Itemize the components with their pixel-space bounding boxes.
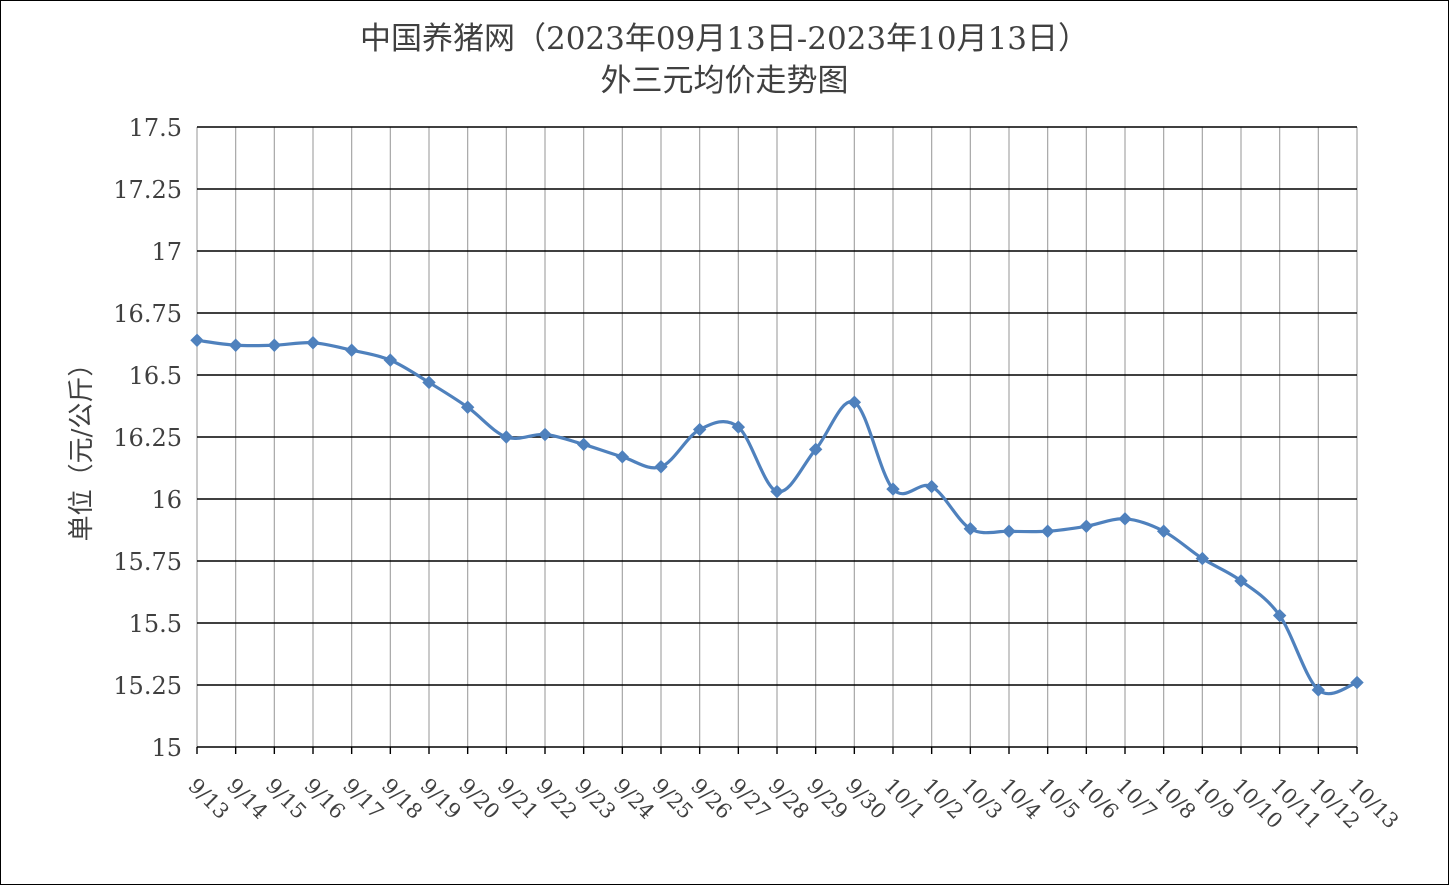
x-tick-label: 9/13	[183, 774, 233, 824]
y-tick-label: 15	[151, 734, 182, 762]
x-tick-label: 9/18	[377, 774, 427, 824]
x-tick-label: 10/7	[1111, 774, 1161, 824]
y-tick-label: 17	[151, 238, 182, 266]
y-tick-label: 15.5	[129, 610, 182, 638]
y-tick-label: 16	[151, 486, 182, 514]
data-point-marker	[460, 400, 475, 414]
x-tick-label: 9/22	[531, 774, 581, 824]
data-point-marker	[1118, 512, 1132, 526]
data-point-marker	[1079, 519, 1094, 533]
x-tick-label: 10/6	[1073, 774, 1123, 824]
x-tick-label: 10/8	[1150, 774, 1200, 824]
data-point-marker	[190, 333, 204, 347]
x-tick-label: 9/27	[725, 774, 775, 824]
data-point-marker	[847, 395, 862, 409]
data-point-marker	[1002, 524, 1016, 538]
x-tick-label: 10/5	[1034, 774, 1084, 824]
data-point-marker	[499, 430, 514, 444]
chart-title: 中国养猪网（2023年09月13日-2023年10月13日） 外三元均价走势图	[0, 18, 1449, 102]
y-tick-label: 17.25	[113, 176, 182, 204]
data-point-marker	[1311, 683, 1326, 697]
x-tick-label: 9/15	[261, 774, 311, 824]
chart-title-line2: 外三元均价走势图	[600, 63, 849, 99]
x-tick-label: 9/26	[686, 774, 736, 824]
data-point-marker	[383, 353, 398, 367]
x-tick-label: 10/4	[995, 774, 1045, 824]
y-tick-label: 15.25	[113, 672, 182, 700]
x-tick-label: 9/23	[570, 774, 620, 824]
x-tick-label: 9/21	[493, 774, 543, 824]
y-axis-label: 单位（元/公斤）	[67, 351, 97, 542]
data-point-marker	[615, 450, 630, 464]
x-tick-label: 10/3	[957, 774, 1007, 824]
x-tick-label: 9/20	[454, 774, 504, 824]
y-tick-label: 16.75	[113, 300, 182, 328]
data-point-marker	[654, 460, 668, 474]
chart-title-line1: 中国养猪网（2023年09月13日-2023年10月13日）	[359, 21, 1090, 57]
x-tick-label: 10/2	[918, 774, 968, 824]
series-price	[190, 333, 1364, 697]
x-axis-ticks: 9/139/149/159/169/179/189/199/209/219/22…	[183, 747, 1403, 833]
data-point-marker	[538, 427, 552, 442]
y-axis-ticks: 15 15.25 15.5 15.75 16 16.25 16.5 16.75 17 17.25 1…	[113, 114, 182, 762]
x-tick-label: 10/9	[1189, 774, 1239, 824]
data-point-marker	[1234, 574, 1248, 588]
data-point-marker	[886, 482, 900, 496]
data-point-marker	[731, 420, 746, 434]
x-tick-label: 9/30	[841, 774, 891, 824]
y-tick-label: 16.5	[129, 362, 182, 390]
data-point-marker	[344, 343, 359, 357]
data-point-marker	[576, 437, 591, 452]
data-point-marker	[770, 484, 784, 499]
x-tick-label: 9/29	[802, 774, 852, 824]
data-point-marker	[1156, 524, 1171, 538]
data-point-marker	[267, 338, 282, 352]
data-point-marker	[924, 479, 939, 494]
y-tick-label: 16.25	[113, 424, 182, 452]
data-point-marker	[422, 375, 436, 390]
x-tick-label: 9/25	[647, 774, 697, 824]
x-tick-label: 9/28	[763, 774, 813, 824]
data-point-marker	[1040, 524, 1055, 538]
y-tick-label: 15.75	[113, 548, 182, 576]
data-point-marker	[1350, 675, 1364, 690]
data-point-marker	[1195, 551, 1210, 566]
data-point-marker	[306, 336, 320, 350]
x-tick-label: 9/17	[338, 774, 388, 824]
x-tick-label: 9/14	[222, 774, 272, 824]
x-tick-label: 9/16	[299, 774, 349, 824]
data-point-marker	[692, 422, 707, 437]
data-point-marker	[1272, 608, 1287, 623]
data-point-marker	[228, 338, 243, 352]
x-tick-label: 9/19	[415, 774, 465, 824]
horizontal-gridlines	[197, 126, 1357, 748]
data-point-marker	[963, 522, 978, 536]
x-tick-label: 9/24	[609, 774, 659, 824]
y-tick-label: 17.5	[129, 114, 182, 142]
data-point-marker	[808, 442, 823, 457]
x-tick-label: 10/1	[879, 774, 929, 824]
